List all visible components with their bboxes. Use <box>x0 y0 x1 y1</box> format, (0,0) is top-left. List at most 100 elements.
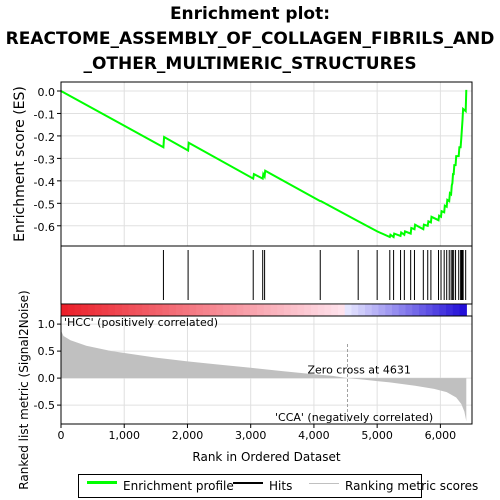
es-plot-area <box>61 82 472 246</box>
rank-color-segment <box>148 304 157 316</box>
rank-color-segment <box>182 304 190 316</box>
metric-xtick-label: 3,000 <box>235 429 267 442</box>
rank-color-segment <box>425 304 434 316</box>
rank-color-segment <box>310 304 319 316</box>
es-ytick-label: -0.3 <box>34 153 55 166</box>
rank-color-segment <box>371 304 380 316</box>
legend-label-enrichment: Enrichment profile <box>123 479 234 493</box>
legend-label-hits: Hits <box>269 479 293 493</box>
legend-swatch-hits <box>233 482 263 484</box>
rank-color-segment <box>256 304 265 316</box>
rank-color-segment <box>135 304 143 316</box>
rank-color-segment <box>236 304 244 316</box>
enrichment-profile-line <box>60 89 468 239</box>
rank-color-segment <box>128 304 136 316</box>
es-ytick-label: -0.5 <box>34 198 55 211</box>
es-ytick-label: 0.0 <box>38 86 56 99</box>
rank-color-segment <box>223 304 231 316</box>
rank-color-segment <box>162 304 170 316</box>
rank-color-segment <box>108 304 116 316</box>
rank-color-segment <box>290 304 299 316</box>
rank-color-segment <box>169 304 177 316</box>
es-ytick-label: -0.4 <box>34 176 55 189</box>
rank-color-segment <box>243 304 251 316</box>
rank-color-segment <box>94 304 103 316</box>
rank-color-segment <box>324 304 332 316</box>
rank-color-segment <box>61 304 69 316</box>
rank-color-segment <box>229 304 238 316</box>
rank-color-segment <box>250 304 258 316</box>
metric-xlabel: Rank in Ordered Dataset <box>192 450 340 464</box>
rank-color-segment <box>351 304 359 316</box>
rank-color-segment <box>446 304 454 316</box>
rank-color-segment <box>331 304 339 316</box>
metric-xtick-label: 5,000 <box>361 429 393 442</box>
es-ytick-label: -0.2 <box>34 131 55 144</box>
title-line-3: _OTHER_MULTIMERIC_STRUCTURES <box>83 54 417 74</box>
es-ylabel: Enrichment score (ES) <box>12 86 28 242</box>
rank-color-segment <box>419 304 427 316</box>
rank-color-segment <box>216 304 224 316</box>
rank-color-segment <box>405 304 413 316</box>
rank-color-segment <box>283 304 292 316</box>
rank-color-segment <box>317 304 326 316</box>
rank-color-segment <box>392 304 400 316</box>
hits-panel <box>60 245 473 305</box>
rank-color-segment <box>202 304 211 316</box>
metric-panel: 1.0 0.5 0.0 -0.5 Zero cross at 4631 'HCC' (po… <box>17 290 473 490</box>
negative-label: 'CCA' (negatively correlated) <box>275 411 433 424</box>
rank-color-segment <box>209 304 217 316</box>
rank-color-segment <box>270 304 278 316</box>
metric-ylabel: Ranked list metric (Signal2Noise) <box>17 290 31 489</box>
legend: Enrichment profile Hits Ranking metric s… <box>78 474 478 498</box>
metric-frame <box>60 315 473 425</box>
rank-color-segment <box>81 304 89 316</box>
metric-xtick-label: 0 <box>58 429 65 442</box>
metric-ytick-label: -0.5 <box>34 399 55 412</box>
rank-color-segment <box>398 304 407 316</box>
rank-color-segment <box>142 304 150 316</box>
rank-color-segment <box>337 304 346 316</box>
title-line-2: REACTOME_ASSEMBLY_OF_COLLAGEN_FIBRILS_AN… <box>5 29 495 49</box>
rank-color-segment <box>364 304 373 316</box>
metric-ytick-label: 1.0 <box>38 318 56 331</box>
title-line-1: Enrichment plot: <box>169 4 331 24</box>
rank-color-segment <box>412 304 420 316</box>
legend-label-metric: Ranking metric scores <box>345 479 479 493</box>
rank-color-segment <box>189 304 197 316</box>
rank-color-segment <box>155 304 163 316</box>
zero-cross-label: Zero cross at 4631 <box>307 364 410 377</box>
rank-color-segment <box>196 304 204 316</box>
metric-xtick-label: 2,000 <box>172 429 204 442</box>
metric-xtick-label: 6,000 <box>425 429 457 442</box>
legend-swatch-enrichment <box>87 481 117 484</box>
rank-color-segment <box>439 304 447 316</box>
rank-color-segment <box>115 304 123 316</box>
metric-xtick-label: 4,000 <box>298 429 330 442</box>
rank-color-segment <box>277 304 285 316</box>
rank-color-segment <box>263 304 272 316</box>
rank-color-segment <box>101 304 109 316</box>
rank-color-segment <box>432 304 440 316</box>
legend-swatch-metric <box>309 483 339 484</box>
metric-ytick-label: 0.0 <box>38 372 56 385</box>
es-ytick-label: -0.6 <box>34 221 55 234</box>
rank-color-segment <box>344 304 353 316</box>
metric-area <box>61 330 467 422</box>
rank-color-segment <box>121 304 130 316</box>
rank-color-segment <box>88 304 96 316</box>
rank-color-segment <box>378 304 386 316</box>
rank-color-segment <box>175 304 184 316</box>
es-panel: 0.0 -0.1 -0.2 -0.3 -0.4 -0.5 -0.6 Enrichment sc… <box>12 81 473 247</box>
hits-frame <box>60 245 473 305</box>
metric-ytick-label: 0.5 <box>38 345 56 358</box>
es-ytick-label: -0.1 <box>34 108 55 121</box>
rank-color-segment <box>297 304 305 316</box>
metric-xtick-label: 1,000 <box>108 429 140 442</box>
rank-color-segment <box>358 304 366 316</box>
rank-color-bar <box>60 303 473 317</box>
rank-color-segment <box>74 304 82 316</box>
positive-label: 'HCC' (positively correlated) <box>64 316 218 329</box>
rank-color-segment <box>67 304 76 316</box>
